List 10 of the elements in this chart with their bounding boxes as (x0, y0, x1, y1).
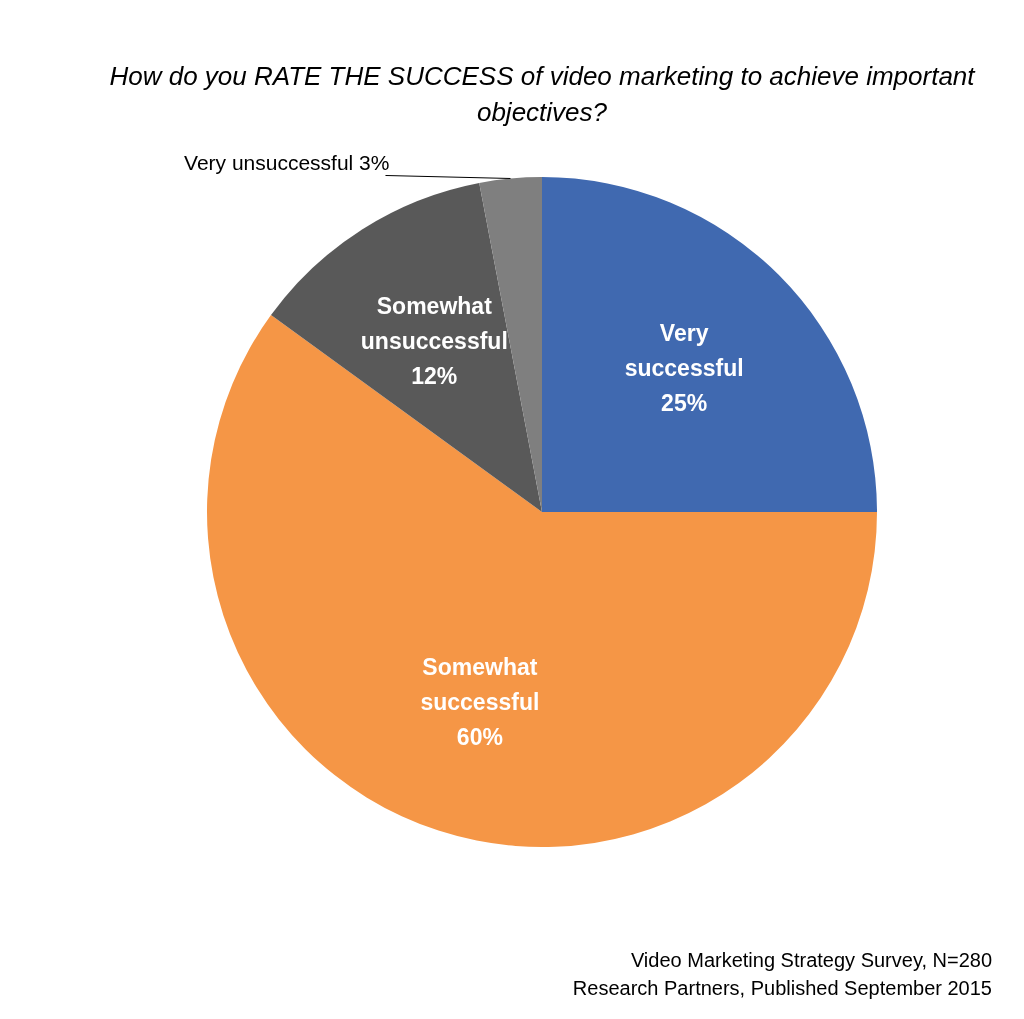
text: Video Marketing Strategy Survey, N=280 (629, 948, 992, 973)
data-label: 60% (456, 723, 503, 750)
chart-title: How do you RATE THE SUCCESS of video marketing to achieve important objectives? (108, 60, 976, 129)
slice-label: Somewhat successful (420, 653, 540, 715)
data-label: 25% (661, 390, 708, 417)
data-label: 12% (411, 362, 458, 389)
slice-label: Somewhat unsuccessful (360, 292, 508, 354)
slice-label: Very successful (624, 320, 744, 382)
slice-label: Very unsuccessful 3% (184, 150, 390, 174)
text: Research Partners, Published September 2015 (572, 976, 992, 1001)
